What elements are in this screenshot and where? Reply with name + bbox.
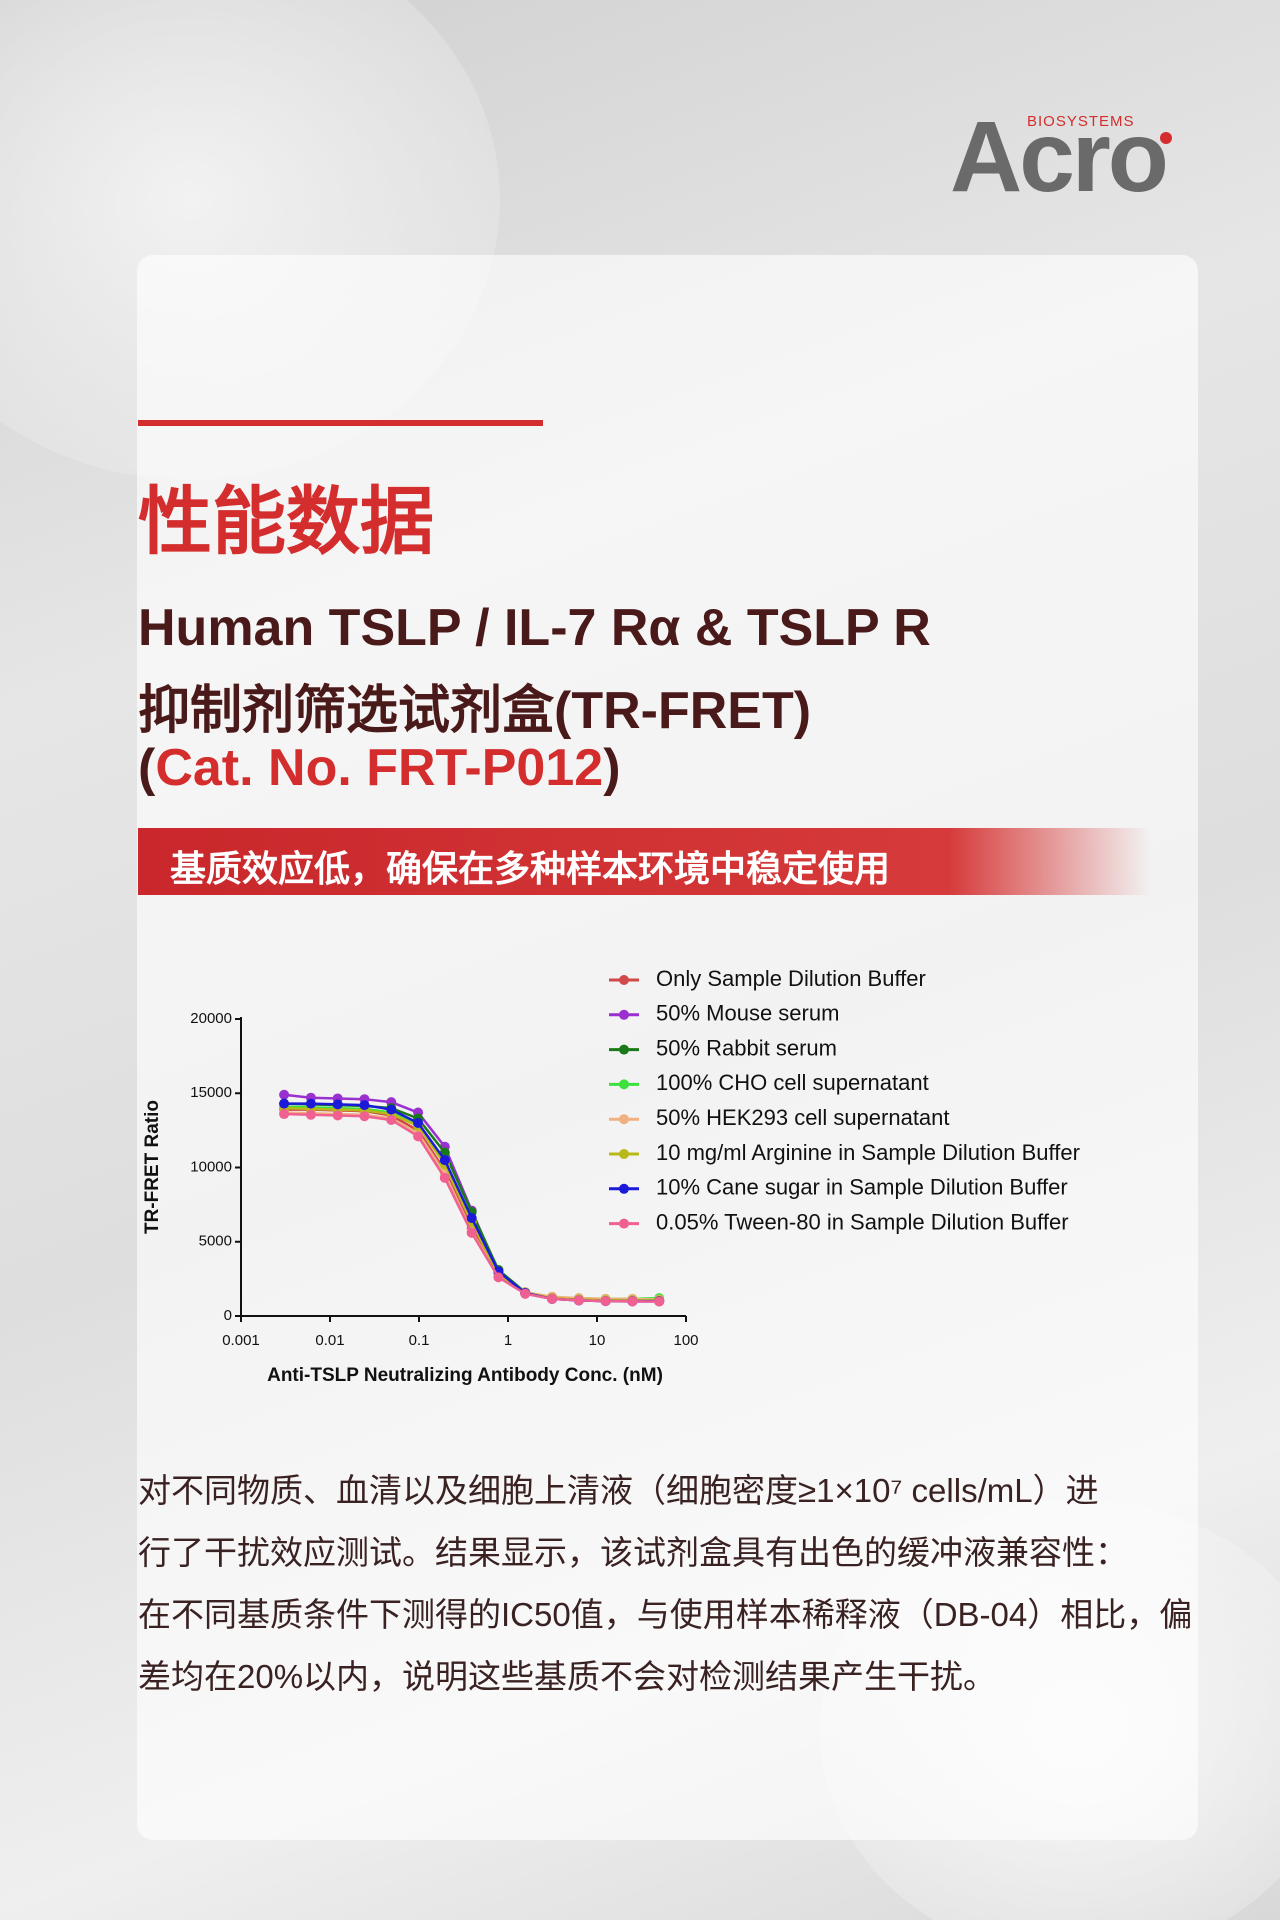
data-point xyxy=(466,1212,477,1223)
data-point xyxy=(439,1172,450,1183)
y-tick-label: 20000 xyxy=(190,1010,232,1027)
legend-label: 0.05% Tween-80 in Sample Dilution Buffer xyxy=(656,1209,1069,1234)
legend-marker xyxy=(619,1079,629,1090)
series-line xyxy=(284,1106,660,1302)
paragraph-line: 对不同物质、血清以及细胞上清液（细胞密度≥1×10⁷ cells/mL）进 xyxy=(138,1472,1099,1509)
legend-label: 10 mg/ml Arginine in Sample Dilution Buf… xyxy=(656,1140,1080,1165)
data-point xyxy=(386,1104,397,1115)
data-point xyxy=(279,1098,290,1109)
x-tick-label: 0.001 xyxy=(222,1332,260,1349)
paragraph-line: 差均在20%以内，说明这些基质不会对检测结果产生干扰。 xyxy=(138,1658,997,1695)
data-point xyxy=(573,1295,584,1306)
x-tick-label: 100 xyxy=(673,1332,698,1349)
legend-label: Only Sample Dilution Buffer xyxy=(656,966,926,991)
y-tick-label: 5000 xyxy=(199,1233,232,1250)
paren: ) xyxy=(603,739,621,797)
accent-line xyxy=(138,420,543,426)
x-tick-label: 0.01 xyxy=(315,1332,344,1349)
series-line xyxy=(283,1093,660,1303)
legend-label: 100% CHO cell supernatant xyxy=(656,1070,929,1095)
legend-marker xyxy=(619,1149,629,1159)
x-tick-label: 1 xyxy=(504,1332,512,1349)
legend-marker xyxy=(619,1114,629,1125)
series-line xyxy=(284,1102,660,1302)
logo-dot xyxy=(1160,132,1172,144)
legend-label: 10% Cane sugar in Sample Dilution Buffer xyxy=(656,1175,1068,1200)
legend-marker xyxy=(619,1044,629,1055)
legend-label: 50% Rabbit serum xyxy=(656,1035,837,1060)
legend-label: 50% HEK293 cell supernatant xyxy=(656,1105,950,1130)
series-line xyxy=(284,1108,660,1303)
y-tick-label: 15000 xyxy=(190,1084,232,1101)
data-point xyxy=(600,1296,611,1307)
legend-marker xyxy=(619,975,629,985)
y-tick-label: 10000 xyxy=(190,1158,232,1175)
data-point xyxy=(413,1117,424,1128)
data-point xyxy=(439,1155,450,1166)
paragraph-line: 在不同基质条件下测得的IC50值，与使用样本稀释液（DB-04）相比，偏 xyxy=(138,1596,1193,1633)
data-point xyxy=(520,1288,531,1299)
catalog-number: Cat. No. FRT-P012 xyxy=(155,739,604,797)
series-line xyxy=(284,1102,660,1303)
title-line: Human TSLP / IL-7 Rα & TSLP R xyxy=(138,599,931,657)
legend-marker xyxy=(619,1009,629,1020)
logo-subtitle: BIOSYSTEMS xyxy=(1027,113,1135,130)
data-point xyxy=(332,1110,343,1121)
legend-label: 50% Mouse serum xyxy=(656,1001,839,1026)
logo: Acro xyxy=(950,101,1169,213)
y-tick-label: 0 xyxy=(224,1307,232,1324)
data-point xyxy=(305,1098,316,1109)
x-tick-label: 0.1 xyxy=(409,1332,430,1349)
data-point xyxy=(627,1296,638,1307)
data-point xyxy=(466,1227,477,1238)
paragraph-line: 行了干扰效应测试。结果显示，该试剂盒具有出色的缓冲液兼容性： xyxy=(138,1534,1128,1571)
data-point xyxy=(332,1099,343,1110)
chart: TR-FRET Ratio Anti-TSLP Neutralizing Ant… xyxy=(142,966,1080,1386)
data-point xyxy=(493,1272,504,1283)
banner-text: 基质效应低，确保在多种样本环境中稳定使用 xyxy=(170,848,891,889)
data-point xyxy=(547,1293,558,1304)
x-tick-label: 10 xyxy=(589,1332,606,1349)
data-point xyxy=(279,1109,290,1120)
data-point xyxy=(359,1111,370,1122)
legend-marker xyxy=(619,1218,629,1229)
data-point xyxy=(386,1114,397,1125)
title-line: (Cat. No. FRT-P012) xyxy=(138,738,621,798)
legend-marker xyxy=(619,1183,629,1194)
banner: 基质效应低，确保在多种样本环境中稳定使用 xyxy=(138,828,1151,895)
series-line xyxy=(284,1105,660,1301)
data-point xyxy=(279,1089,290,1100)
data-point xyxy=(305,1109,316,1120)
x-axis-title: Anti-TSLP Neutralizing Antibody Conc. (n… xyxy=(267,1365,663,1386)
heading: 性能数据 xyxy=(138,480,434,563)
title-line: 抑制剂筛选试剂盒(TR-FRET) xyxy=(138,682,812,740)
y-axis-title: TR-FRET Ratio xyxy=(142,1100,163,1234)
data-point xyxy=(654,1296,665,1307)
paren: ( xyxy=(138,739,156,797)
content-panel xyxy=(137,255,1198,1840)
data-point xyxy=(413,1131,424,1142)
data-point xyxy=(359,1100,370,1111)
